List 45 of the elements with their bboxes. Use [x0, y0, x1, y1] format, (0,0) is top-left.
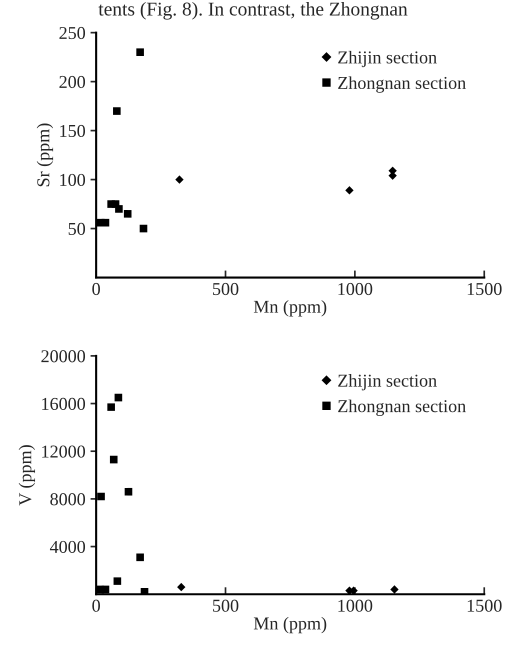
- y-tick-label: 20000: [41, 350, 86, 362]
- legend-label: Zhijin section: [338, 374, 437, 390]
- point: [140, 224, 148, 232]
- point: [124, 488, 132, 496]
- point: [114, 577, 122, 585]
- point: [102, 218, 110, 226]
- point: [136, 48, 144, 56]
- point: [97, 492, 105, 500]
- x-axis-title: Mn (ppm): [254, 616, 326, 634]
- x-tick-label: 1500: [468, 600, 502, 612]
- y-tick-label: 250: [59, 26, 86, 40]
- y-tick-label: 50: [68, 222, 86, 235]
- x-tick-label: 1000: [338, 600, 372, 612]
- point: [124, 210, 132, 218]
- y-tick-label: 8000: [50, 493, 86, 506]
- point: [113, 107, 121, 115]
- x-tick-label: 500: [213, 282, 238, 296]
- point: [345, 186, 354, 195]
- point: [107, 403, 115, 411]
- text: tents (Fig. 8). In contrast, the Zhongnan: [98, 2, 408, 20]
- x-tick-label: 0: [92, 282, 100, 296]
- y-tick-label: 4000: [50, 540, 86, 554]
- x-axis-title: Mn (ppm): [254, 300, 326, 317]
- y-tick-label: 150: [60, 124, 86, 138]
- y-axis-title: Sr (ppm): [36, 124, 54, 186]
- point: [114, 394, 122, 402]
- y-tick-label: 12000: [42, 445, 86, 458]
- point: [136, 553, 144, 562]
- x-tick-label: 1000: [338, 282, 372, 296]
- point: [102, 586, 110, 594]
- point: [115, 205, 123, 213]
- legend-label: Zhijin section: [338, 50, 437, 68]
- y-tick-label: 200: [59, 76, 86, 88]
- point: [390, 585, 399, 594]
- legend-label: Zhongnan section: [338, 76, 466, 93]
- x-tick-label: 500: [213, 600, 238, 612]
- y-axis-title: V (ppm): [18, 445, 36, 506]
- x-tick-label: 0: [92, 600, 100, 612]
- point: [175, 175, 184, 184]
- y-tick-label: 16000: [42, 398, 86, 410]
- point: [110, 456, 118, 464]
- point: [177, 582, 186, 592]
- legend-label: Zhongnan section: [338, 400, 466, 416]
- x-tick-label: 1500: [468, 282, 502, 296]
- y-tick-label: 100: [60, 174, 86, 186]
